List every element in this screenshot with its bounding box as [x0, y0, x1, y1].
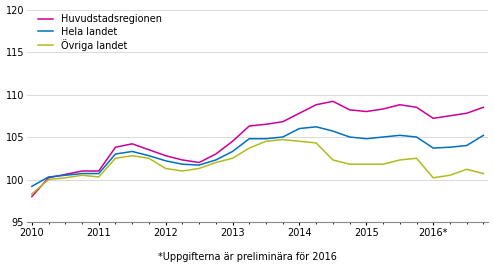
- Line: Övriga landet: Övriga landet: [32, 140, 484, 194]
- Hela landet: [313, 125, 319, 129]
- Huvudstadsregionen: [146, 148, 152, 151]
- Hela landet: [413, 135, 419, 139]
- Hela landet: [464, 144, 470, 147]
- Huvudstadsregionen: [380, 107, 386, 111]
- Huvudstadsregionen: [213, 152, 219, 156]
- Huvudstadsregionen: [481, 106, 487, 109]
- Övriga landet: [447, 174, 453, 177]
- Övriga landet: [296, 140, 302, 143]
- Övriga landet: [96, 175, 102, 179]
- Övriga landet: [79, 174, 85, 177]
- Huvudstadsregionen: [296, 112, 302, 115]
- Hela landet: [146, 154, 152, 157]
- Hela landet: [62, 174, 68, 177]
- Huvudstadsregionen: [397, 103, 403, 106]
- Övriga landet: [45, 178, 51, 181]
- Huvudstadsregionen: [129, 142, 135, 145]
- Övriga landet: [263, 140, 269, 143]
- Huvudstadsregionen: [464, 112, 470, 115]
- Hela landet: [213, 158, 219, 162]
- Hela landet: [163, 159, 168, 162]
- Hela landet: [430, 147, 436, 150]
- Övriga landet: [179, 169, 185, 173]
- Huvudstadsregionen: [247, 124, 252, 127]
- Hela landet: [96, 172, 102, 175]
- Huvudstadsregionen: [62, 173, 68, 176]
- Övriga landet: [230, 157, 236, 160]
- Legend: Huvudstadsregionen, Hela landet, Övriga landet: Huvudstadsregionen, Hela landet, Övriga …: [37, 12, 164, 53]
- Huvudstadsregionen: [113, 146, 119, 149]
- Huvudstadsregionen: [313, 103, 319, 106]
- Hela landet: [263, 137, 269, 140]
- Huvudstadsregionen: [430, 117, 436, 120]
- Hela landet: [447, 146, 453, 149]
- Huvudstadsregionen: [263, 123, 269, 126]
- Huvudstadsregionen: [196, 161, 202, 164]
- Line: Huvudstadsregionen: Huvudstadsregionen: [32, 101, 484, 197]
- Huvudstadsregionen: [163, 154, 168, 157]
- Huvudstadsregionen: [179, 158, 185, 162]
- Hela landet: [29, 185, 35, 188]
- Övriga landet: [430, 176, 436, 179]
- Övriga landet: [146, 157, 152, 160]
- Hela landet: [247, 137, 252, 140]
- Övriga landet: [413, 157, 419, 160]
- Övriga landet: [464, 168, 470, 171]
- Huvudstadsregionen: [330, 100, 336, 103]
- Övriga landet: [364, 163, 370, 166]
- Hela landet: [196, 164, 202, 167]
- Övriga landet: [380, 163, 386, 166]
- Hela landet: [481, 134, 487, 137]
- Övriga landet: [347, 163, 353, 166]
- Hela landet: [280, 135, 286, 139]
- Hela landet: [397, 134, 403, 137]
- Huvudstadsregionen: [447, 114, 453, 117]
- Övriga landet: [213, 161, 219, 164]
- Övriga landet: [313, 141, 319, 144]
- Övriga landet: [129, 154, 135, 157]
- Hela landet: [179, 163, 185, 166]
- Huvudstadsregionen: [230, 140, 236, 143]
- Hela landet: [113, 152, 119, 156]
- Hela landet: [129, 150, 135, 153]
- Huvudstadsregionen: [29, 195, 35, 198]
- Övriga landet: [113, 157, 119, 160]
- Övriga landet: [280, 138, 286, 141]
- Hela landet: [330, 130, 336, 133]
- Huvudstadsregionen: [96, 169, 102, 173]
- Hela landet: [45, 175, 51, 179]
- Hela landet: [380, 135, 386, 139]
- Huvudstadsregionen: [364, 110, 370, 113]
- Line: Hela landet: Hela landet: [32, 127, 484, 186]
- Hela landet: [296, 127, 302, 130]
- Huvudstadsregionen: [45, 176, 51, 179]
- Övriga landet: [481, 172, 487, 175]
- Övriga landet: [196, 167, 202, 170]
- Övriga landet: [247, 147, 252, 150]
- Hela landet: [364, 137, 370, 140]
- Övriga landet: [29, 192, 35, 196]
- Övriga landet: [397, 158, 403, 162]
- Text: *Uppgifterna är preliminära för 2016: *Uppgifterna är preliminära för 2016: [158, 252, 336, 262]
- Huvudstadsregionen: [413, 106, 419, 109]
- Huvudstadsregionen: [347, 108, 353, 111]
- Övriga landet: [163, 167, 168, 170]
- Övriga landet: [62, 176, 68, 179]
- Huvudstadsregionen: [79, 169, 85, 173]
- Övriga landet: [330, 158, 336, 162]
- Hela landet: [230, 150, 236, 153]
- Huvudstadsregionen: [280, 120, 286, 123]
- Hela landet: [347, 135, 353, 139]
- Hela landet: [79, 172, 85, 175]
